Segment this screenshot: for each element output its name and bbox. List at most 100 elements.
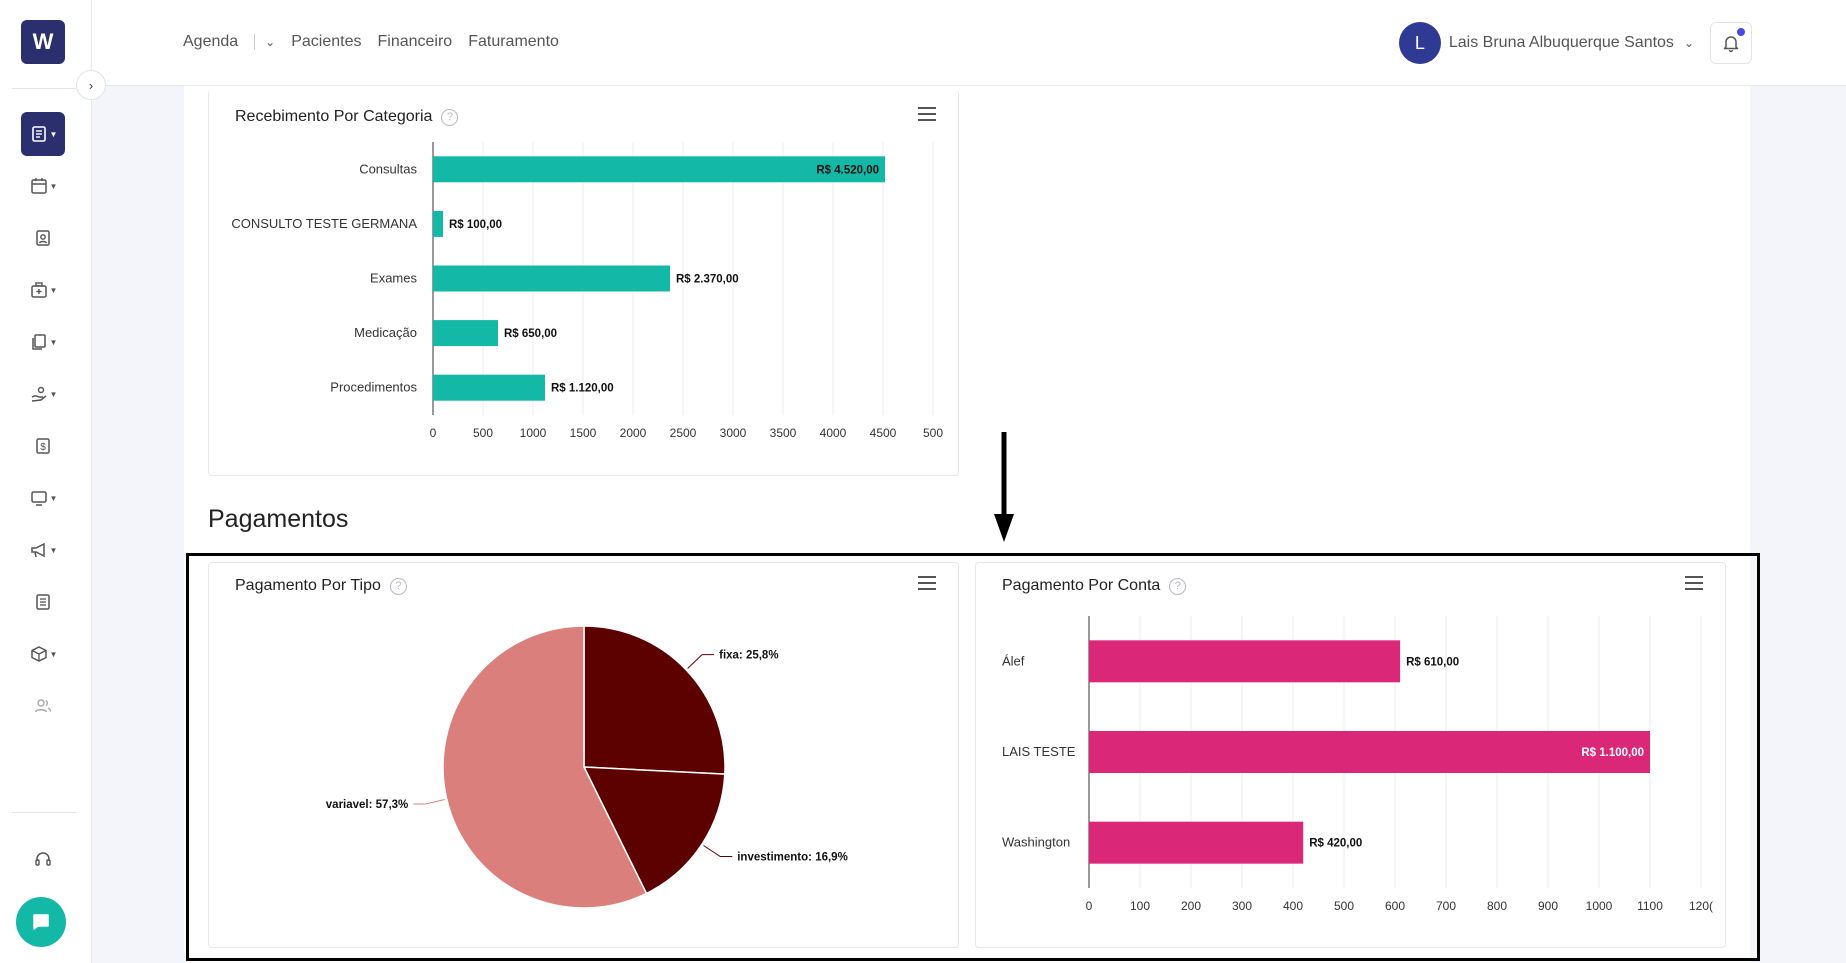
x-tick-label: 120( (1689, 899, 1713, 913)
nav-separator (254, 34, 256, 50)
chart-pagamento-tipo: fixa: 25,8% investimento: 16,9% variavel: … (326, 625, 848, 909)
nav-faturamento[interactable]: Faturamento (468, 33, 559, 50)
bar (1089, 821, 1304, 864)
pie-slice (583, 625, 726, 775)
medical-bag-icon (30, 282, 47, 298)
nav-financeiro[interactable]: Financeiro (377, 33, 453, 50)
sidebar-item-monitor[interactable]: ▼ (21, 476, 65, 520)
pie-slice (442, 625, 648, 909)
x-tick-label: 1000 (520, 426, 547, 440)
sidebar-item-users[interactable] (21, 684, 65, 728)
x-tick-label: 0 (430, 426, 437, 440)
x-tick-label: 3000 (720, 426, 747, 440)
data-label: R$ 610,00 (1406, 656, 1459, 668)
x-tick-label: 4000 (820, 426, 847, 440)
bar (433, 156, 885, 183)
x-tick-label: 300 (1232, 899, 1252, 913)
data-label: R$ 650,00 (504, 328, 557, 340)
chevron-down-icon: ▼ (49, 649, 58, 659)
x-tick-label: 1500 (570, 426, 597, 440)
card-title-text: Pagamento Por Tipo (235, 577, 381, 594)
x-tick-label: 2000 (620, 426, 647, 440)
chat-button[interactable] (16, 897, 66, 947)
data-label: R$ 1.120,00 (551, 383, 614, 395)
nav-agenda[interactable]: Agenda (183, 33, 239, 50)
card-title-text: Recebimento Por Categoria (235, 108, 433, 125)
chart-menu-icon[interactable] (918, 107, 936, 125)
sidebar-item-care[interactable]: ▼ (21, 372, 65, 416)
chart-menu-icon[interactable] (1685, 576, 1703, 594)
user-menu[interactable]: L Lais Bruna Albuquerque Santos ⌄ (1398, 22, 1694, 64)
sidebar-item-dashboard[interactable]: ▼ (21, 112, 65, 156)
chart-pagamento-conta: 0 100 200 300 400 500 600 700 800 900 1000 1100 120(… (1002, 616, 1713, 913)
bar (433, 374, 545, 401)
help-icon[interactable]: ? (389, 577, 407, 595)
monitor-icon (30, 491, 47, 506)
data-label: R$ 420,00 (1309, 838, 1362, 850)
help-icon[interactable]: ? (441, 108, 459, 126)
nav-pacientes[interactable]: Pacientes (291, 33, 362, 50)
category-label: CONSULTO TESTE GERMANA (231, 216, 417, 231)
x-tick-label: 500 (1334, 899, 1354, 913)
app-logo[interactable]: W (21, 20, 65, 64)
x-tick-label: 200 (1181, 899, 1201, 913)
category-label: Medicação (354, 325, 417, 340)
x-tick-label: 1100 (1637, 899, 1663, 913)
dollar-icon: $ (36, 438, 50, 454)
sidebar-item-patients[interactable] (21, 216, 65, 260)
card-title: Pagamento Por Tipo? (235, 577, 407, 595)
logo-text: W (32, 29, 54, 54)
x-tick-label: 500 (923, 426, 943, 440)
x-tick-label: 1000 (1586, 899, 1613, 913)
bar (1089, 640, 1401, 683)
x-tick-label: 100 (1130, 899, 1150, 913)
sidebar-item-clinic[interactable]: ▼ (21, 268, 65, 312)
sidebar-item-inventory[interactable]: ▼ (21, 632, 65, 676)
sidebar-item-news[interactable] (21, 580, 65, 624)
card-recebimento-por-categoria: Recebimento Por Categoria? 0 500 1000 1500 2… (208, 90, 959, 476)
card-pagamento-por-conta: Pagamento Por Conta? 0 100 200 300 400 500 600… (975, 562, 1726, 948)
bar (1089, 731, 1650, 773)
notifications-button[interactable] (1710, 22, 1752, 64)
newspaper-icon (36, 594, 50, 610)
category-label: Exames (370, 271, 417, 286)
topbar: Agenda ⌄ Pacientes Financeiro Faturament… (92, 0, 1846, 86)
notebook-icon (31, 126, 46, 142)
help-icon[interactable]: ? (1169, 577, 1187, 595)
sidebar-divider (12, 88, 76, 89)
avatar: L (1398, 22, 1441, 64)
card-pagamento-por-tipo: Pagamento Por Tipo? fixa: 25,8% investime… (208, 562, 959, 948)
bar (433, 210, 443, 237)
sidebar-item-finance[interactable]: $ (21, 424, 65, 468)
category-label: LAIS TESTE (1002, 744, 1076, 759)
support-button[interactable] (21, 837, 65, 881)
x-tick-label: 700 (1436, 899, 1456, 913)
chevron-down-icon: ▼ (49, 181, 58, 191)
sidebar-divider (12, 812, 76, 813)
sidebar-item-marketing[interactable]: ▼ (21, 528, 65, 572)
arrow-down-icon (994, 432, 1014, 542)
chart-menu-icon[interactable] (918, 576, 936, 594)
section-title: Pagamentos (208, 505, 349, 533)
chevron-down-icon[interactable]: ⌄ (265, 35, 276, 49)
top-navigation: Agenda ⌄ Pacientes Financeiro Faturament… (183, 33, 575, 51)
chevron-down-icon: ▼ (49, 545, 58, 555)
sidebar-item-calendar[interactable]: ▼ (21, 164, 65, 208)
sidebar-toggle-button[interactable]: › (76, 70, 106, 100)
documents-icon (31, 334, 46, 350)
x-tick-label: 900 (1538, 899, 1558, 913)
category-label: Washington (1002, 835, 1070, 850)
pie-label: investimento: 16,9% (737, 851, 848, 863)
chevron-down-icon: ▼ (49, 285, 58, 295)
chevron-down-icon: ▼ (49, 337, 58, 347)
pie-slice (582, 766, 726, 895)
chat-bubble-icon (33, 914, 49, 930)
chevron-down-icon: ▼ (49, 493, 58, 503)
hand-heart-icon (31, 386, 46, 402)
x-tick-label: 0 (1086, 899, 1093, 913)
calendar-icon (30, 178, 47, 194)
sidebar-item-documents[interactable]: ▼ (21, 320, 65, 364)
chevron-down-icon: ▼ (49, 389, 58, 399)
users-icon (34, 699, 52, 713)
chart-recebimento: 0 500 1000 1500 2000 2500 3000 3500 4000 4500 500 C… (231, 142, 943, 440)
